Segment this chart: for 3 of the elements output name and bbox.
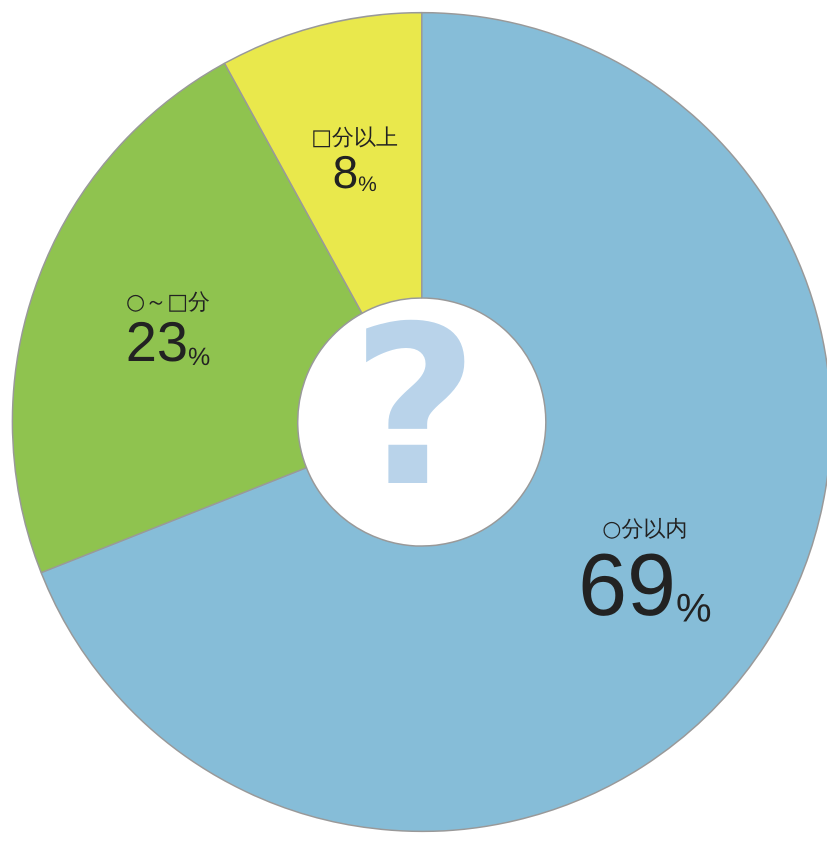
text: ? [351,279,479,535]
slice-label: ○～□分 [126,290,210,316]
slice-label: □分以上 [311,125,398,150]
